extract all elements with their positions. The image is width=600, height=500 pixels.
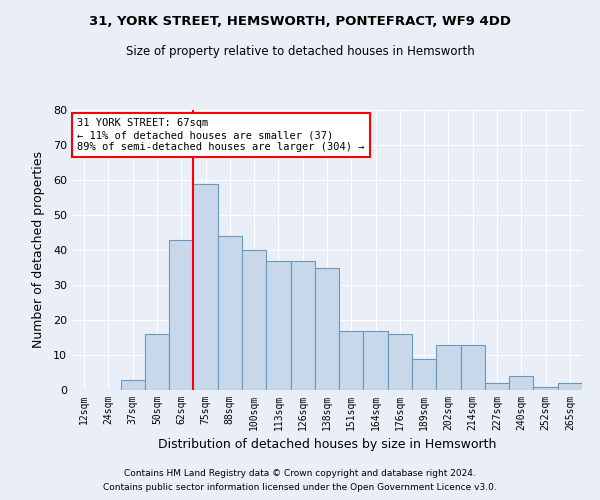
Bar	[461, 344, 485, 390]
Bar	[558, 383, 582, 390]
Bar	[290, 260, 315, 390]
Bar	[218, 236, 242, 390]
Text: 31 YORK STREET: 67sqm
← 11% of detached houses are smaller (37)
89% of semi-deta: 31 YORK STREET: 67sqm ← 11% of detached …	[77, 118, 365, 152]
Bar	[169, 240, 193, 390]
Text: Contains HM Land Registry data © Crown copyright and database right 2024.: Contains HM Land Registry data © Crown c…	[124, 468, 476, 477]
Bar	[509, 376, 533, 390]
Bar	[315, 268, 339, 390]
Bar	[533, 386, 558, 390]
Text: Contains public sector information licensed under the Open Government Licence v3: Contains public sector information licen…	[103, 484, 497, 492]
Bar	[364, 330, 388, 390]
Bar	[145, 334, 169, 390]
Bar	[388, 334, 412, 390]
Text: 31, YORK STREET, HEMSWORTH, PONTEFRACT, WF9 4DD: 31, YORK STREET, HEMSWORTH, PONTEFRACT, …	[89, 15, 511, 28]
Bar	[266, 260, 290, 390]
Y-axis label: Number of detached properties: Number of detached properties	[32, 152, 44, 348]
Bar	[485, 383, 509, 390]
Bar	[436, 344, 461, 390]
Bar	[121, 380, 145, 390]
Text: Size of property relative to detached houses in Hemsworth: Size of property relative to detached ho…	[125, 45, 475, 58]
Bar	[242, 250, 266, 390]
Bar	[339, 330, 364, 390]
Bar	[193, 184, 218, 390]
Bar	[412, 358, 436, 390]
X-axis label: Distribution of detached houses by size in Hemsworth: Distribution of detached houses by size …	[158, 438, 496, 452]
